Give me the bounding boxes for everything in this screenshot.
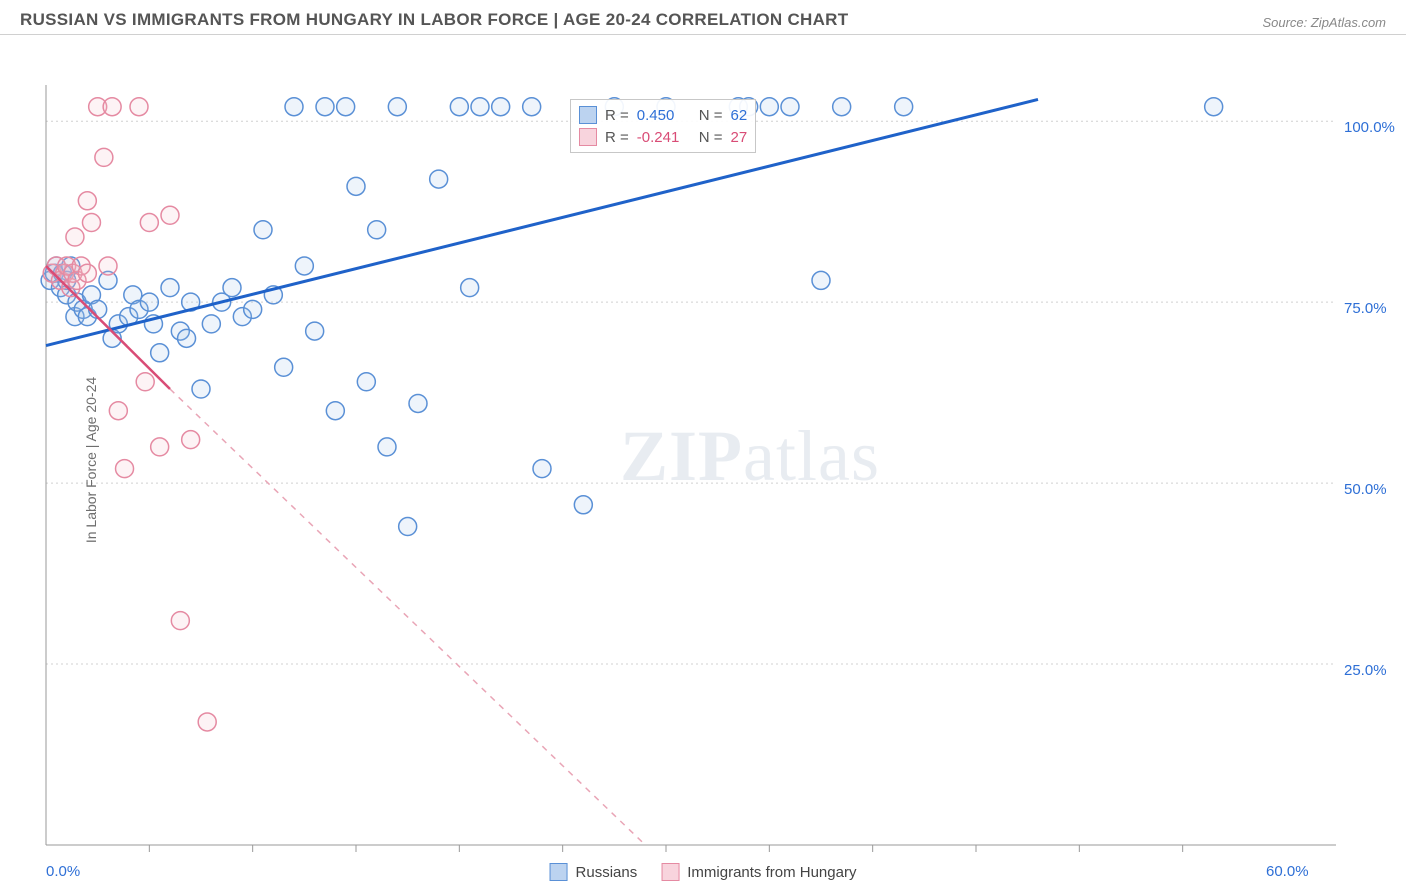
- r-value: 0.450: [637, 107, 691, 124]
- chart-source: Source: ZipAtlas.com: [1262, 15, 1386, 30]
- correlation-row: R = 0.450 N = 62: [579, 104, 747, 126]
- r-value: -0.241: [637, 129, 691, 146]
- correlation-stats-box: R = 0.450 N = 62 R = -0.241 N = 27: [570, 99, 756, 153]
- n-value: 62: [731, 107, 748, 124]
- legend-label: Immigrants from Hungary: [687, 864, 856, 881]
- correlation-row: R = -0.241 N = 27: [579, 126, 747, 148]
- y-tick-label: 75.0%: [1344, 300, 1387, 317]
- legend-swatch: [550, 863, 568, 881]
- r-label: R =: [605, 107, 629, 124]
- n-label: N =: [699, 129, 723, 146]
- series-swatch: [579, 128, 597, 146]
- legend-item: Immigrants from Hungary: [661, 863, 856, 881]
- scatter-plot-svg: [0, 35, 1406, 885]
- legend-swatch: [661, 863, 679, 881]
- x-tick-label: 60.0%: [1266, 863, 1309, 880]
- chart-header: RUSSIAN VS IMMIGRANTS FROM HUNGARY IN LA…: [0, 0, 1406, 35]
- y-axis-label: In Labor Force | Age 20-24: [83, 377, 99, 543]
- y-tick-label: 50.0%: [1344, 481, 1387, 498]
- r-label: R =: [605, 129, 629, 146]
- n-label: N =: [699, 107, 723, 124]
- legend-label: Russians: [576, 864, 638, 881]
- chart-area: In Labor Force | Age 20-24 ZIPatlas R =0…: [0, 35, 1406, 885]
- legend-item: Russians: [550, 863, 638, 881]
- x-tick-label: 0.0%: [46, 863, 80, 880]
- chart-title: RUSSIAN VS IMMIGRANTS FROM HUNGARY IN LA…: [20, 10, 848, 30]
- y-tick-label: 100.0%: [1344, 119, 1395, 136]
- y-tick-label: 25.0%: [1344, 662, 1387, 679]
- n-value: 27: [731, 129, 748, 146]
- legend-bottom: Russians Immigrants from Hungary: [550, 863, 857, 881]
- series-swatch: [579, 106, 597, 124]
